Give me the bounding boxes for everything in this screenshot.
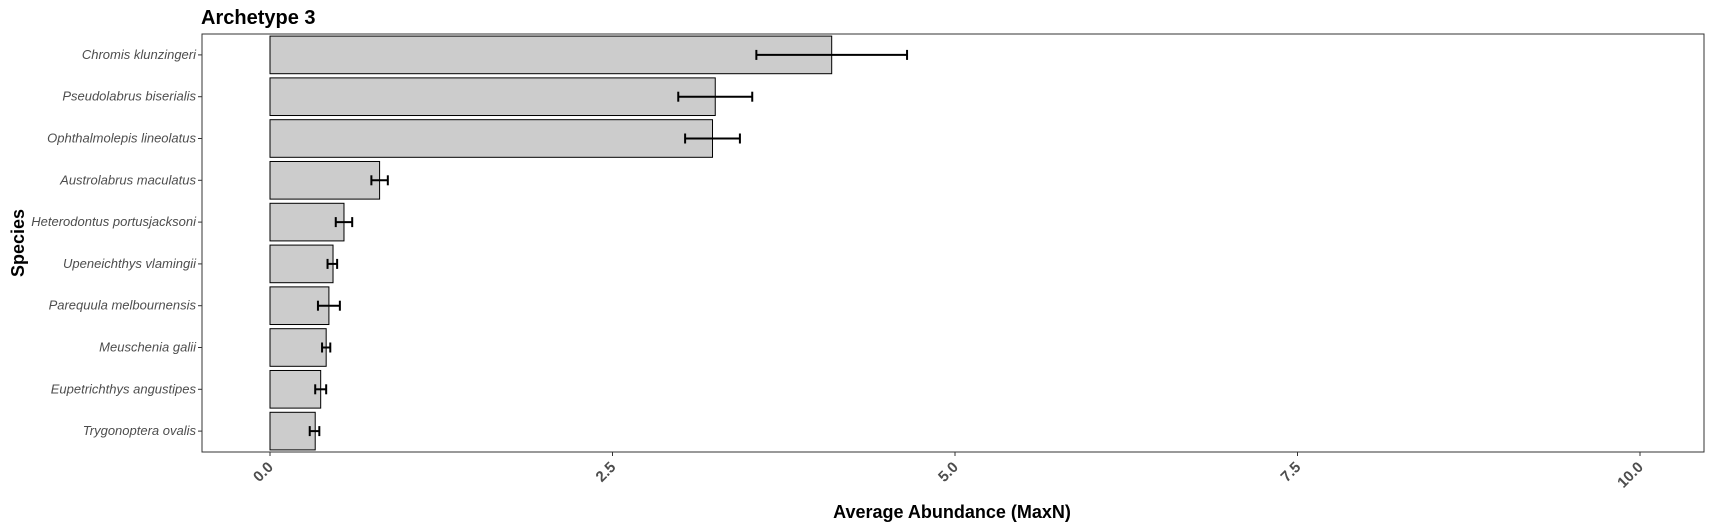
bar xyxy=(269,328,327,367)
x-tick-label: 5.0 xyxy=(935,459,962,486)
x-axis: 0.0 2.5 5.0 7.5 10.0 xyxy=(250,452,1647,491)
bar xyxy=(269,35,833,75)
bar xyxy=(269,160,381,200)
error-bars-layer xyxy=(308,49,909,437)
x-tick-label: 10.0 xyxy=(1614,459,1647,492)
error-bar xyxy=(314,384,328,395)
y-tick-label: Chromis klunzingeri xyxy=(82,47,197,62)
error-bar xyxy=(755,49,909,60)
x-tick-label: 0.0 xyxy=(250,459,277,486)
error-bar xyxy=(321,342,332,353)
y-axis-title: Species xyxy=(8,209,28,277)
error-bar xyxy=(677,91,754,102)
bar xyxy=(269,202,345,242)
error-bar xyxy=(326,258,339,269)
chart-title: Archetype 3 xyxy=(201,7,316,29)
error-bar xyxy=(316,300,341,311)
bars-layer xyxy=(269,35,833,451)
x-tick-label: 2.5 xyxy=(593,459,620,486)
y-tick-label: Heterodontus portusjacksoni xyxy=(31,214,197,229)
y-tick-label: Eupetrichthys angustipes xyxy=(51,381,197,396)
y-tick-label: Ophthalmolepis lineolatus xyxy=(47,131,196,146)
y-tick-label: Meuschenia galii xyxy=(99,340,197,355)
y-tick-label: Austrolabrus maculatus xyxy=(59,172,196,187)
y-tick-label: Pseudolabrus biserialis xyxy=(62,89,196,104)
bar xyxy=(269,77,716,117)
y-tick-label: Trygonoptera ovalis xyxy=(83,423,197,438)
bar xyxy=(269,369,322,409)
y-tick-label: Upeneichthys vlamingii xyxy=(63,256,197,271)
bar xyxy=(269,411,316,451)
bar xyxy=(269,244,334,284)
plot-panel-border xyxy=(201,33,1705,453)
error-bar xyxy=(334,217,354,228)
x-axis-title: Average Abundance (MaxN) xyxy=(833,502,1071,522)
error-bar xyxy=(308,426,321,437)
x-tick-label: 7.5 xyxy=(1278,459,1305,486)
y-axis: Chromis klunzingeri Pseudolabrus biserial… xyxy=(31,47,202,438)
bar xyxy=(269,119,714,158)
y-tick-label: Parequula melbournensis xyxy=(49,298,197,313)
error-bar xyxy=(370,175,389,186)
error-bar xyxy=(684,133,741,144)
